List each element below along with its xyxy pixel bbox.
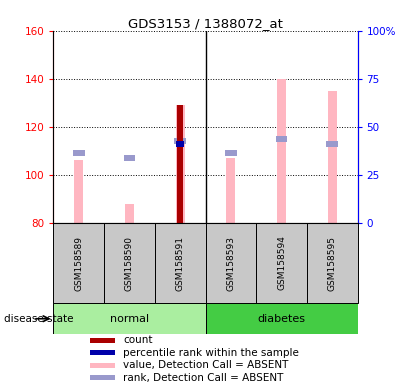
- Bar: [90, 338, 115, 343]
- Bar: [90, 351, 115, 355]
- Bar: [177, 105, 183, 223]
- Bar: [328, 91, 337, 223]
- Bar: [256, 223, 307, 303]
- Text: GSM158589: GSM158589: [74, 235, 83, 291]
- Bar: [206, 303, 358, 334]
- Bar: [74, 161, 83, 223]
- Bar: [90, 376, 115, 380]
- Text: GSM158594: GSM158594: [277, 236, 286, 290]
- Title: GDS3153 / 1388072_at: GDS3153 / 1388072_at: [128, 17, 283, 30]
- Bar: [155, 223, 206, 303]
- Bar: [277, 79, 286, 223]
- Text: GSM158590: GSM158590: [125, 235, 134, 291]
- Bar: [276, 136, 287, 142]
- Text: GSM158593: GSM158593: [226, 235, 236, 291]
- Bar: [307, 223, 358, 303]
- Bar: [104, 223, 155, 303]
- Text: diabetes: diabetes: [258, 314, 305, 324]
- Bar: [174, 138, 186, 144]
- Text: percentile rank within the sample: percentile rank within the sample: [123, 348, 299, 358]
- Bar: [326, 141, 338, 147]
- Text: GSM158595: GSM158595: [328, 235, 337, 291]
- Bar: [175, 105, 185, 223]
- Bar: [125, 204, 134, 223]
- Text: GSM158591: GSM158591: [175, 235, 185, 291]
- Bar: [53, 303, 206, 334]
- Bar: [73, 150, 85, 156]
- Bar: [225, 150, 237, 156]
- Text: rank, Detection Call = ABSENT: rank, Detection Call = ABSENT: [123, 373, 284, 383]
- Bar: [176, 141, 184, 147]
- Bar: [226, 158, 236, 223]
- Bar: [53, 223, 104, 303]
- Bar: [206, 223, 256, 303]
- Text: disease state: disease state: [4, 314, 74, 324]
- Text: value, Detection Call = ABSENT: value, Detection Call = ABSENT: [123, 360, 289, 370]
- Text: normal: normal: [110, 314, 149, 324]
- Bar: [90, 363, 115, 367]
- Text: count: count: [123, 335, 153, 345]
- Bar: [124, 155, 135, 161]
